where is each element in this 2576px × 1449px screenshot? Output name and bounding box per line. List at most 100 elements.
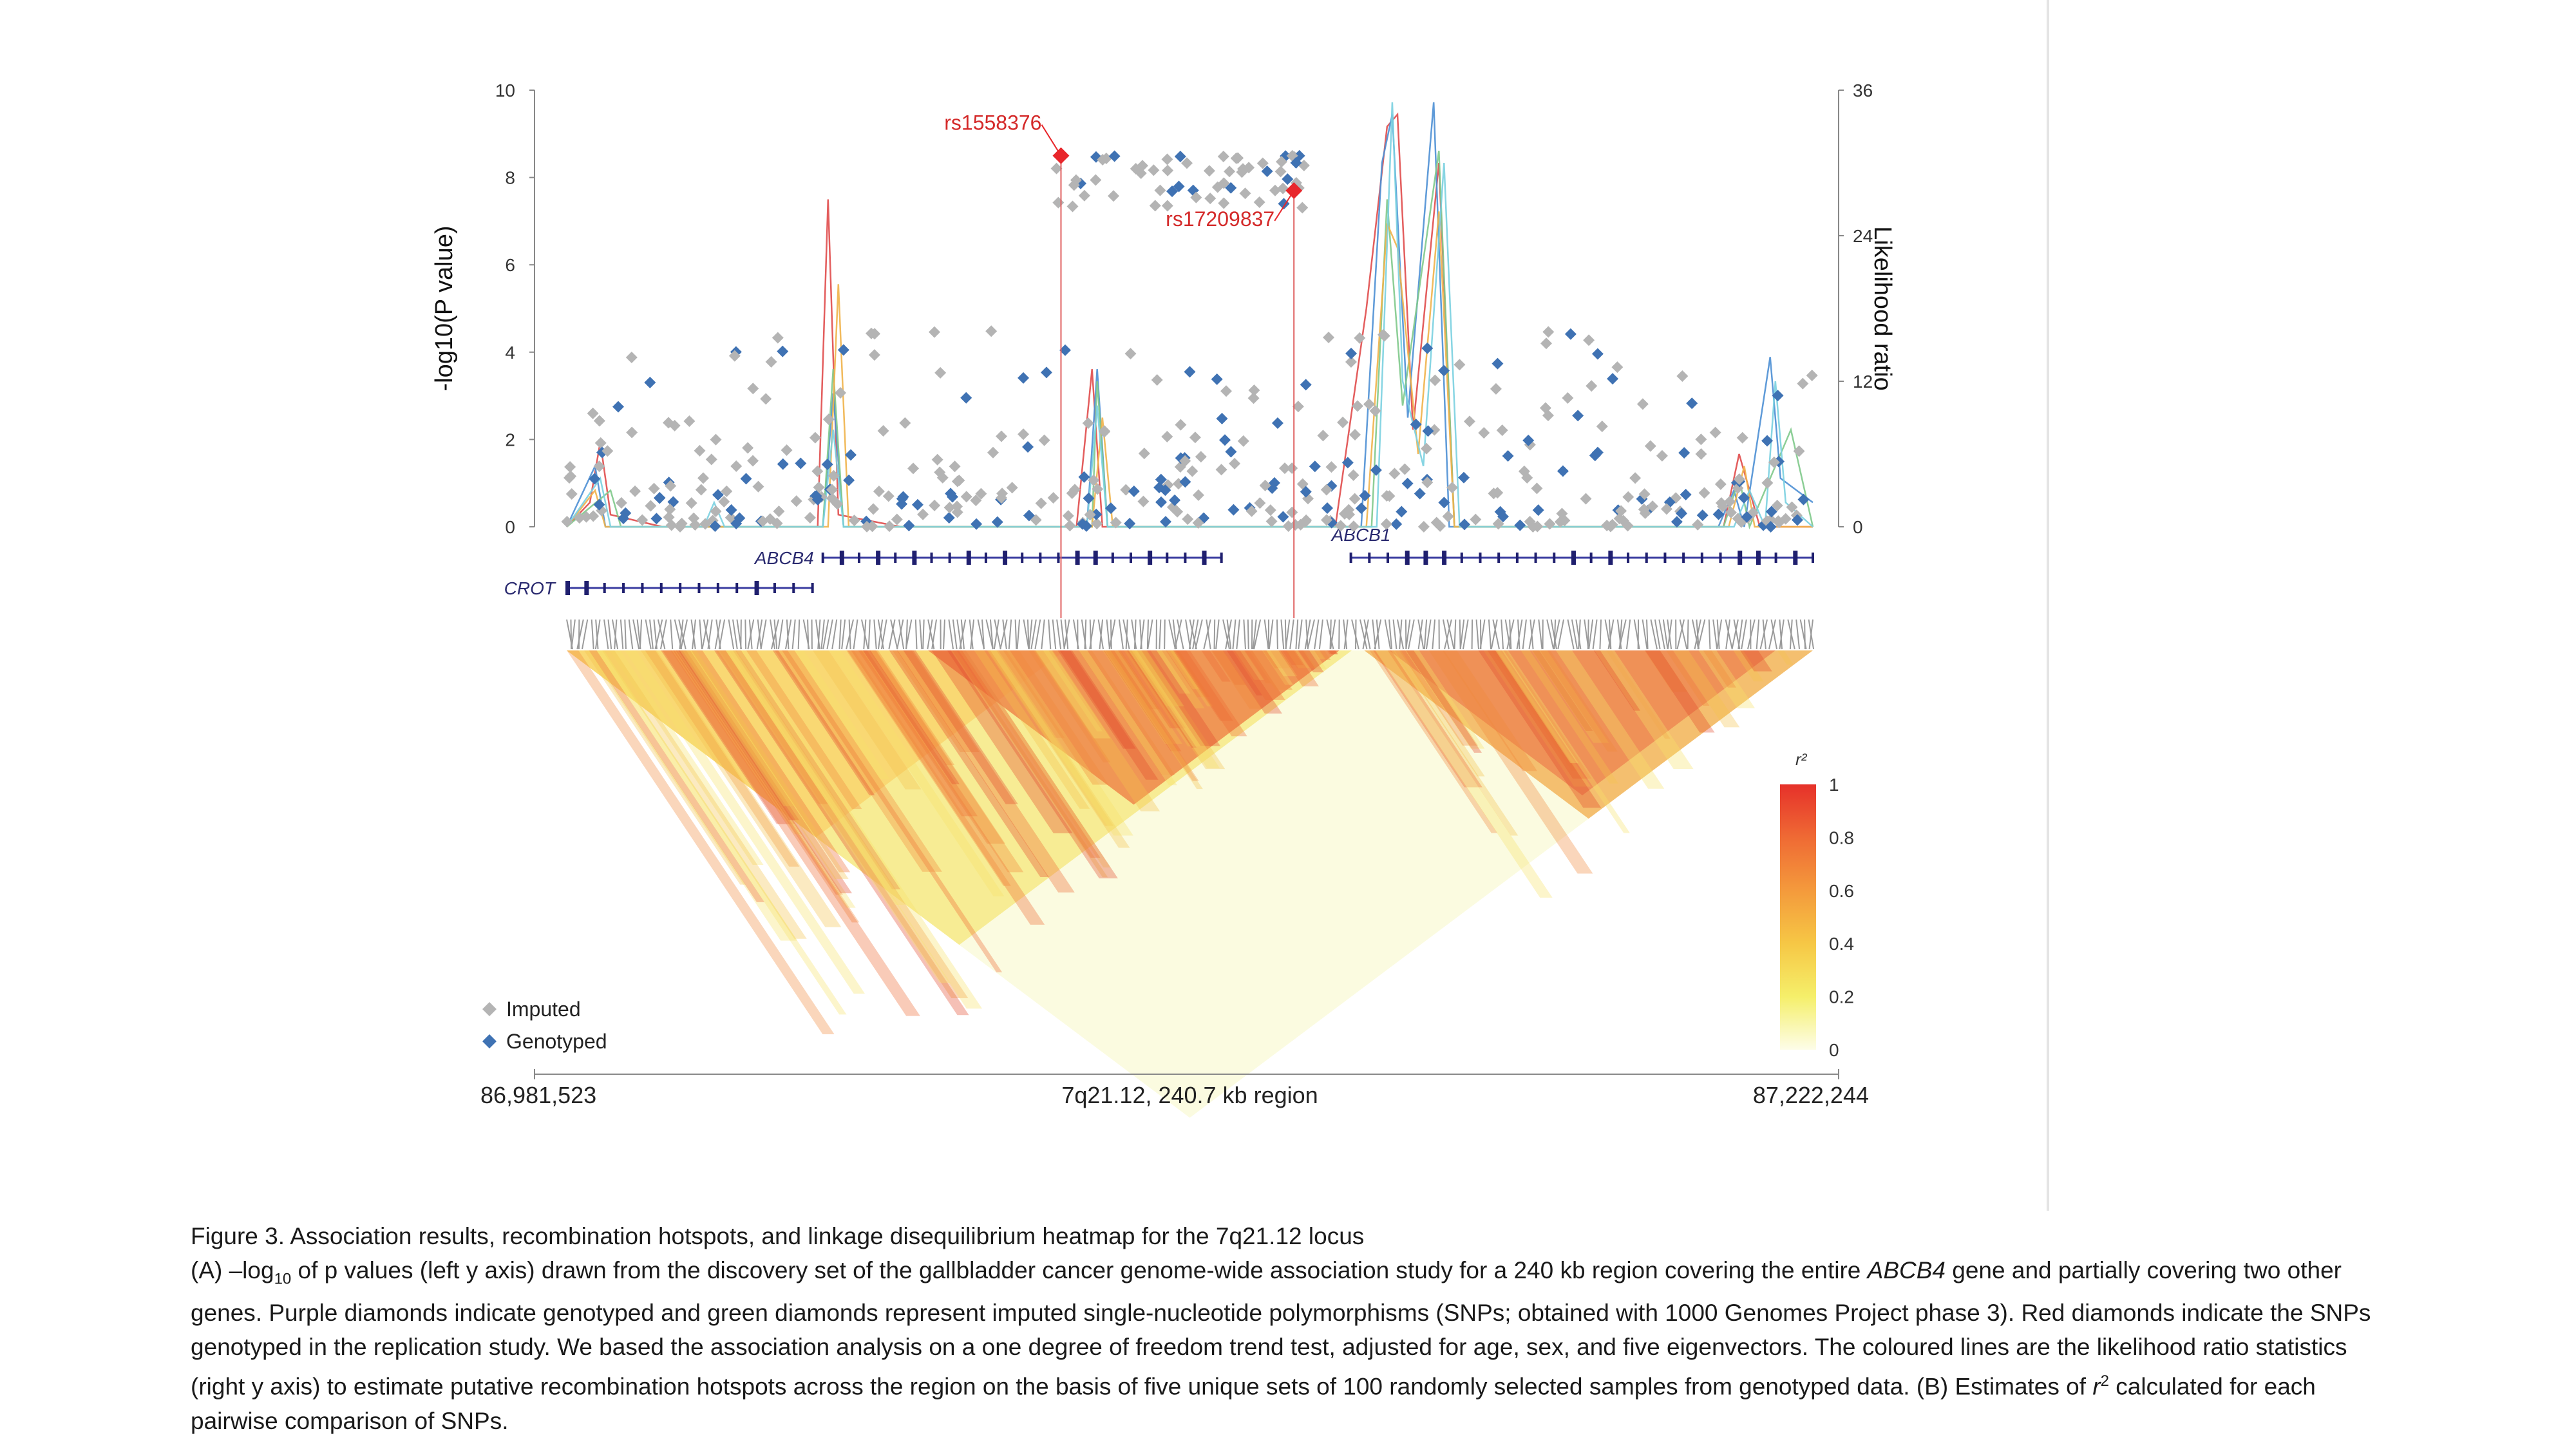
- genotyped-snp: [725, 504, 737, 516]
- hatch-tick: [628, 619, 634, 650]
- genotyped-snp: [1155, 473, 1167, 486]
- ld-stripe: [794, 650, 890, 779]
- hatch-tick: [1747, 619, 1756, 650]
- imputed-snp: [1253, 196, 1265, 208]
- ld-stripe: [1399, 650, 1479, 746]
- imputed-snp: [1137, 495, 1150, 507]
- legend-label: Genotyped: [506, 1030, 607, 1053]
- imputed-snp: [928, 326, 940, 338]
- hatch-tick: [614, 619, 618, 650]
- right-tick-label: 24: [1853, 226, 1873, 246]
- imputed-snp: [752, 480, 764, 493]
- imputed-snp: [1038, 434, 1050, 446]
- genotyped-snp: [1564, 328, 1577, 340]
- hatch-tick: [1607, 619, 1615, 650]
- hatch-tick: [1716, 619, 1720, 650]
- hatch-tick: [744, 619, 747, 650]
- hatch-tick: [1741, 619, 1747, 650]
- ld-stripe: [601, 650, 807, 939]
- hatch-tick: [1232, 619, 1236, 650]
- hatch-tick: [1106, 619, 1110, 650]
- genotyped-snp: [1277, 511, 1289, 523]
- imputed-snp: [1656, 450, 1668, 462]
- hatch-tick: [1557, 619, 1564, 650]
- hatch-tick: [1479, 619, 1486, 650]
- imputed-snp: [1277, 182, 1289, 194]
- region-center-label: 7q21.12, 240.7 kb region: [1061, 1082, 1318, 1108]
- imputed-snp: [710, 433, 722, 446]
- left-tick-label: 10: [495, 80, 515, 100]
- genotyped-snp: [712, 489, 724, 501]
- ld-heatmap: [567, 650, 1813, 1118]
- hatch-tick: [784, 619, 792, 650]
- genotyped-snp: [843, 474, 855, 486]
- hatch-tick: [1599, 619, 1602, 650]
- hatch-tick: [817, 619, 821, 650]
- ld-stripe: [725, 650, 905, 905]
- ld-stripe: [1733, 650, 1764, 682]
- genotyped-snp: [1290, 156, 1302, 169]
- hatch-tick: [1388, 619, 1393, 650]
- caption-subscript: 10: [274, 1270, 292, 1288]
- hatch-tick: [1247, 619, 1249, 650]
- ld-stripe: [1028, 650, 1111, 762]
- imputed-snp: [866, 520, 878, 533]
- imputed-snp: [665, 480, 677, 492]
- imputed-snp: [601, 445, 614, 457]
- imputed-snp: [1149, 200, 1161, 212]
- hatch-tick: [1222, 619, 1230, 650]
- imputed-snp: [1638, 488, 1651, 500]
- ld-stripe: [1369, 650, 1498, 833]
- imputed-snp: [1035, 497, 1047, 509]
- hatch-tick: [890, 619, 898, 650]
- genotyped-snp: [1040, 366, 1052, 379]
- ld-stripe: [1103, 650, 1182, 752]
- hatch-tick: [714, 619, 721, 650]
- exon-mark: [1589, 553, 1593, 563]
- imputed-snp: [1300, 515, 1312, 527]
- ld-stripe: [1170, 650, 1213, 706]
- imputed-snp: [1248, 384, 1260, 397]
- hatch-tick: [1588, 619, 1594, 650]
- imputed-snp: [689, 518, 701, 531]
- hatch-tick: [1330, 619, 1336, 650]
- imputed-snp: [1617, 515, 1629, 527]
- ld-stripe: [1103, 650, 1182, 744]
- imputed-snp: [1182, 513, 1194, 526]
- ld-stripe: [952, 650, 1101, 858]
- genotyped-snp: [795, 457, 807, 469]
- hatch-tick: [1417, 619, 1423, 650]
- ld-stripe: [1373, 650, 1482, 788]
- ld-stripe: [1644, 650, 1688, 692]
- ld-stripe: [587, 650, 798, 941]
- imputed-snp: [587, 510, 600, 522]
- hatch-tick: [1133, 619, 1137, 650]
- exon-mark: [1608, 551, 1613, 565]
- ld-stripe: [1079, 650, 1175, 775]
- hatch-tick: [699, 619, 703, 650]
- exon-mark: [1515, 553, 1519, 563]
- genotyped-snp: [1396, 506, 1408, 518]
- hatch-tick: [1307, 619, 1315, 650]
- imputed-snp: [699, 518, 712, 530]
- imputed-snp: [882, 490, 895, 502]
- imputed-snp: [1644, 440, 1656, 452]
- genotyped-snp: [1300, 379, 1312, 391]
- genotyped-snp: [777, 345, 789, 357]
- hatch-tick: [1550, 619, 1557, 650]
- imputed-snp: [683, 415, 696, 428]
- hatch-tick: [1028, 619, 1033, 650]
- hatch-tick: [1362, 619, 1369, 650]
- imputed-snp: [1171, 506, 1184, 518]
- hatch-tick: [1571, 619, 1578, 650]
- ld-stripe: [676, 650, 799, 820]
- imputed-snp: [1099, 426, 1111, 438]
- hatch-tick: [1808, 619, 1814, 650]
- ld-stripe: [951, 650, 1108, 878]
- imputed-snp: [867, 503, 880, 515]
- imputed-snp: [1347, 469, 1359, 481]
- hatch-tick: [1716, 619, 1723, 650]
- hatch-tick: [922, 619, 925, 650]
- ld-stripe: [1282, 650, 1304, 665]
